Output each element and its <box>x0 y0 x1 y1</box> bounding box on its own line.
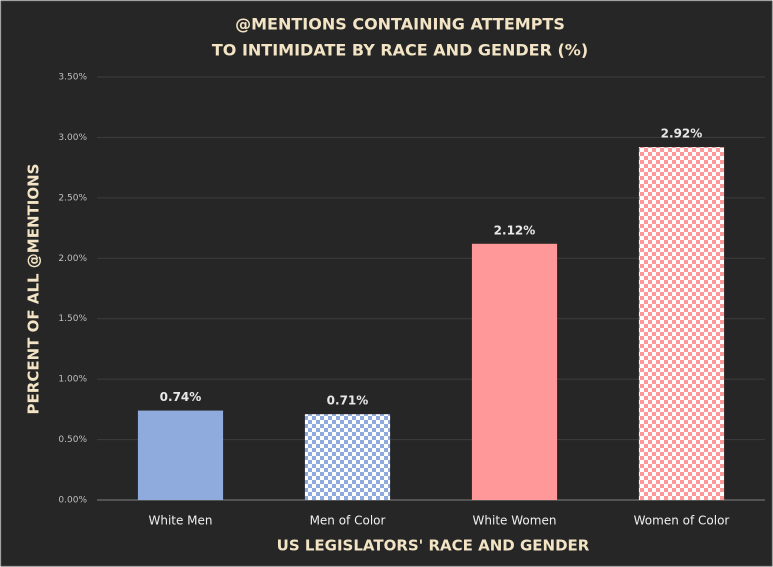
data-label: 2.12% <box>494 223 536 237</box>
y-tick-label: 2.00% <box>58 254 87 264</box>
x-tick-label: Men of Color <box>310 514 386 528</box>
y-tick-label: 3.00% <box>58 133 87 143</box>
y-axis-label: PERCENT OF ALL @MENTIONS <box>25 164 43 415</box>
y-tick-label: 0.00% <box>58 496 87 506</box>
x-tick-label: White Men <box>148 514 212 528</box>
x-tick-label: White Women <box>473 514 557 528</box>
y-tick-label: 2.50% <box>58 193 87 203</box>
data-label: 2.92% <box>661 127 703 141</box>
bar <box>471 243 558 501</box>
data-label: 0.71% <box>327 394 369 408</box>
x-axis-label: US LEGISLATORS' RACE AND GENDER <box>277 537 590 555</box>
y-tick-label: 1.00% <box>58 375 87 385</box>
x-tick-label: Women of Color <box>634 514 730 528</box>
data-label: 0.74% <box>160 390 202 404</box>
bar <box>137 410 224 500</box>
bar <box>304 414 391 500</box>
bar <box>638 147 725 500</box>
y-tick-label: 1.50% <box>58 314 87 324</box>
chart-title: TO INTIMIDATE BY RACE AND GENDER (%) <box>212 41 588 60</box>
y-tick-label: 0.50% <box>58 435 87 445</box>
y-tick-label: 3.50% <box>58 73 87 83</box>
chart-title: @MENTIONS CONTAINING ATTEMPTS <box>235 15 565 34</box>
